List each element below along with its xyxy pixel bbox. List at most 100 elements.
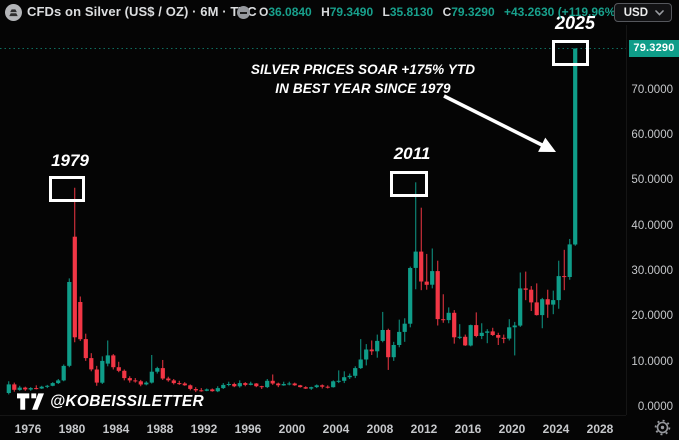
time-tick: 1996 xyxy=(234,422,262,436)
arrow-head-icon xyxy=(538,137,556,152)
candle-body xyxy=(375,340,380,352)
candle-body xyxy=(12,384,17,390)
low-label: L xyxy=(382,5,390,19)
candle-body xyxy=(56,380,61,384)
candle-body xyxy=(446,312,451,321)
candle-body xyxy=(457,336,462,338)
candle-body xyxy=(23,387,28,390)
candle-body xyxy=(402,323,407,332)
candle-body xyxy=(39,386,44,389)
candle-body xyxy=(215,388,220,392)
candle-body xyxy=(369,349,374,352)
chevron-down-icon xyxy=(655,9,664,16)
close-label: C xyxy=(442,5,452,19)
candle-body xyxy=(336,380,341,382)
candle-body xyxy=(6,384,11,393)
close-value: 79.3290 xyxy=(451,5,495,19)
price-axis[interactable]: 70.0000 60.0000 50.0000 40.0000 30.0000 20.00… xyxy=(626,25,679,415)
change-value: +43.2630 (+119.96%) xyxy=(503,5,620,19)
candle-body xyxy=(358,359,363,369)
candle-body xyxy=(507,327,512,339)
candle-body xyxy=(325,386,330,388)
candle-body xyxy=(50,383,55,386)
candle-body xyxy=(435,271,440,320)
candle-body xyxy=(303,387,308,389)
candle-body xyxy=(83,339,88,359)
candle-body xyxy=(34,388,39,390)
peak-box-2025 xyxy=(552,40,589,66)
candle-body xyxy=(512,325,517,328)
watermark-handle: @KOBEISSILETTER xyxy=(50,393,204,410)
peak-label-2025: 2025 xyxy=(554,13,596,33)
peak-label-2011: 2011 xyxy=(393,144,431,163)
candle-body xyxy=(474,325,479,336)
candle-body xyxy=(364,349,369,360)
symbol-title[interactable]: CFDs on Silver (US$ / OZ) · 6M · TVC xyxy=(27,4,257,19)
candle-body xyxy=(72,236,77,338)
candle-body xyxy=(353,368,358,376)
candle-body xyxy=(331,381,336,388)
peak-box-2011 xyxy=(390,171,428,197)
open-label: O xyxy=(259,5,269,19)
price-tick: 30.0000 xyxy=(631,265,673,278)
candle-body xyxy=(501,337,506,339)
gear-icon[interactable] xyxy=(654,419,671,436)
candle-body xyxy=(210,389,215,392)
candle-body xyxy=(281,384,286,386)
candle-body xyxy=(160,368,165,379)
candle-body xyxy=(551,300,556,305)
candle-body xyxy=(254,383,259,387)
candle-body xyxy=(237,383,242,387)
candle-body xyxy=(188,385,193,389)
time-tick: 2008 xyxy=(366,422,394,436)
candle-body xyxy=(78,302,83,340)
candle-body xyxy=(199,390,204,392)
candle-body xyxy=(292,383,297,386)
callout-text: SILVER PRICES SOAR +175% YTD IN BEST YEA… xyxy=(251,60,475,98)
minus-circle-icon[interactable] xyxy=(237,6,250,19)
time-axis[interactable]: 1976 1980 1984 1988 1992 1996 2000 2004 2008 2012… xyxy=(0,415,626,440)
time-tick: 1992 xyxy=(190,422,218,436)
candle-body xyxy=(182,383,187,386)
time-tick: 2000 xyxy=(278,422,306,436)
candle-body xyxy=(243,383,248,385)
candle-body xyxy=(127,378,132,381)
candle-body xyxy=(61,365,66,381)
candle-body xyxy=(529,289,534,303)
time-tick: 1976 xyxy=(14,422,42,436)
candle-body xyxy=(430,271,435,285)
candle-body xyxy=(419,251,424,282)
candle-body xyxy=(204,389,209,391)
candle-body xyxy=(523,288,528,290)
candle-body xyxy=(265,380,270,388)
time-tick: 2028 xyxy=(586,422,614,436)
arrow-line xyxy=(443,94,543,147)
silver-ingot-glyph xyxy=(9,8,18,16)
time-tick: 1980 xyxy=(58,422,86,436)
candle-body xyxy=(391,345,396,358)
price-tick: 20.0000 xyxy=(631,310,673,323)
ohlc-values: O36.0840 H79.3490 L35.8130 C79.3290 +43.… xyxy=(259,5,619,19)
price-tick: 0.0000 xyxy=(637,401,673,413)
candle-body xyxy=(485,331,490,333)
candle-body xyxy=(149,371,154,383)
candle-body xyxy=(105,355,110,364)
price-tick: 40.0000 xyxy=(631,219,673,232)
candle-body xyxy=(347,375,352,378)
candle-body xyxy=(276,383,281,386)
price-tick: 70.0000 xyxy=(631,83,673,96)
candle-body xyxy=(122,370,127,379)
candle-body xyxy=(573,48,578,245)
candle-body xyxy=(287,383,292,385)
candle-body xyxy=(314,385,319,388)
candle-body xyxy=(67,282,72,366)
candle-body xyxy=(309,387,314,389)
candle-body xyxy=(556,276,561,301)
candle-body xyxy=(413,251,418,268)
candle-body xyxy=(408,268,413,324)
candle-body xyxy=(116,367,121,371)
peak-label-1979: 1979 xyxy=(51,151,89,170)
currency-dropdown[interactable]: USD xyxy=(613,3,672,22)
silver-ingot-icon xyxy=(5,4,22,21)
